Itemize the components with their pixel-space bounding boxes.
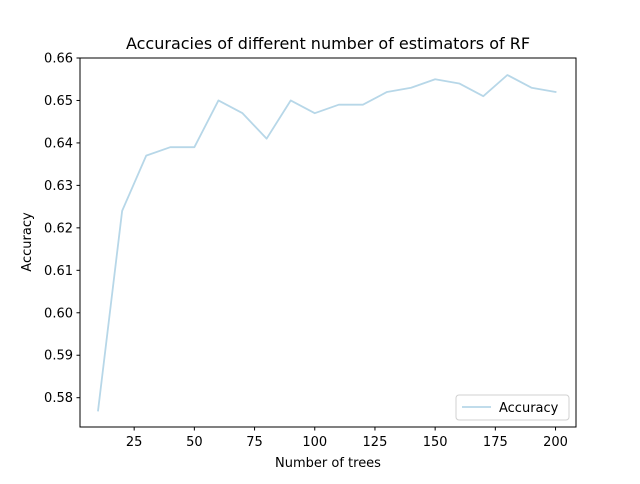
x-tick-label: 200 bbox=[543, 435, 568, 450]
y-tick-label: 0.66 bbox=[44, 52, 73, 67]
y-axis-label: Accuracy bbox=[20, 212, 35, 272]
chart-title: Accuracies of different number of estima… bbox=[126, 34, 530, 53]
y-tick-label: 0.58 bbox=[44, 391, 73, 406]
x-tick-label: 50 bbox=[186, 435, 203, 450]
legend-label-accuracy: Accuracy bbox=[499, 401, 559, 416]
x-tick-label: 75 bbox=[246, 435, 263, 450]
x-tick-label: 25 bbox=[126, 435, 143, 450]
x-tick-label: 100 bbox=[302, 435, 327, 450]
y-tick-label: 0.60 bbox=[44, 306, 73, 321]
y-tick-label: 0.63 bbox=[44, 179, 73, 194]
y-tick-label: 0.61 bbox=[44, 264, 73, 279]
y-tick-label: 0.65 bbox=[44, 94, 73, 109]
x-tick-label: 175 bbox=[483, 435, 508, 450]
x-tick-label: 150 bbox=[423, 435, 448, 450]
x-axis-label: Number of trees bbox=[275, 456, 381, 471]
y-tick-label: 0.59 bbox=[44, 349, 73, 364]
x-tick-label: 125 bbox=[363, 435, 388, 450]
legend: Accuracy bbox=[456, 395, 569, 420]
y-tick-label: 0.62 bbox=[44, 221, 73, 236]
y-tick-label: 0.64 bbox=[44, 136, 73, 151]
